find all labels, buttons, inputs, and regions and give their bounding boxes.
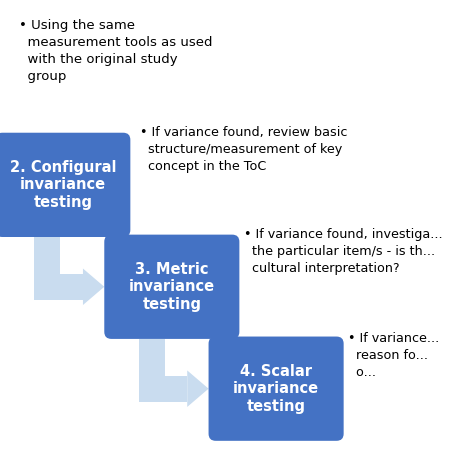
Text: • If variance...
  reason fo...
  o...: • If variance... reason fo... o... <box>348 332 440 379</box>
Text: • Using the same
  measurement tools as used
  with the original study
  group: • Using the same measurement tools as us… <box>19 19 212 83</box>
FancyBboxPatch shape <box>104 235 239 339</box>
FancyBboxPatch shape <box>209 337 344 441</box>
Text: • If variance found, review basic
  structure/measurement of key
  concept in th: • If variance found, review basic struct… <box>140 126 347 173</box>
Polygon shape <box>83 268 104 305</box>
Text: 3. Metric
invariance
testing: 3. Metric invariance testing <box>129 262 215 312</box>
Text: 4. Scalar
invariance
testing: 4. Scalar invariance testing <box>233 364 319 414</box>
FancyBboxPatch shape <box>138 375 187 402</box>
FancyBboxPatch shape <box>34 274 83 300</box>
FancyBboxPatch shape <box>0 133 130 237</box>
FancyBboxPatch shape <box>34 237 61 287</box>
Polygon shape <box>187 371 209 407</box>
Text: 2. Configural
invariance
testing: 2. Configural invariance testing <box>9 160 116 210</box>
Text: • If variance found, investiga...
  the particular item/s - is th...
  cultural : • If variance found, investiga... the pa… <box>244 228 443 274</box>
FancyBboxPatch shape <box>138 339 164 389</box>
